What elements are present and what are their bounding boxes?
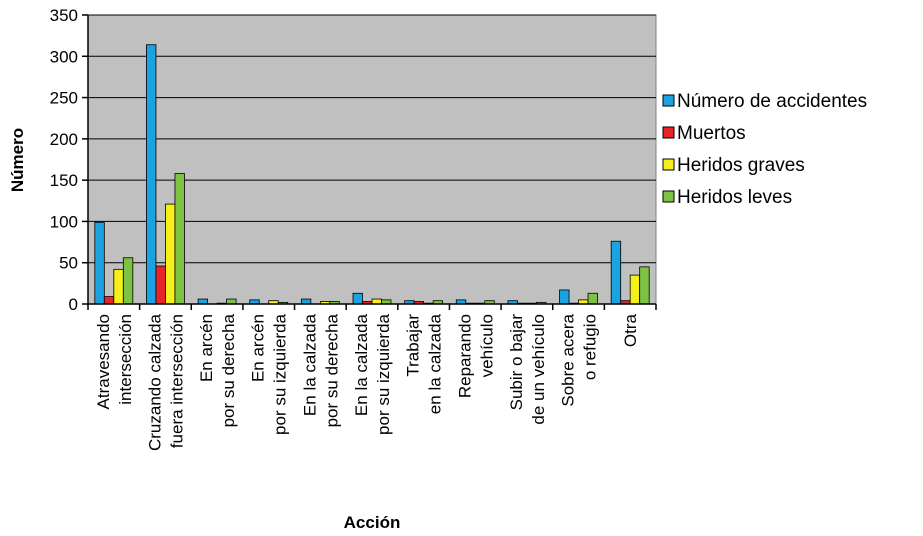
- legend-label: Número de accidentes: [677, 91, 867, 112]
- bar: [113, 268, 124, 305]
- x-category-label: vehículo: [477, 314, 496, 377]
- x-category-label: Cruzando calzada: [145, 313, 164, 451]
- bar: [122, 257, 134, 305]
- x-category-label: En la calzada: [352, 313, 371, 416]
- x-category-label: Subir o bajar: [507, 314, 526, 411]
- x-category-label: En la calzada: [300, 313, 319, 416]
- x-category-label: por su izquierda: [271, 313, 290, 435]
- x-category-label: Sobre acera: [559, 313, 578, 406]
- bar: [103, 296, 115, 305]
- legend: Número de accidentes Muertos Heridos grave…: [662, 91, 867, 208]
- x-category-label: Reparando: [455, 314, 474, 398]
- y-tick-label: 200: [50, 130, 78, 149]
- x-category-label: de un vehículo: [529, 314, 548, 425]
- x-category-label: o refugio: [581, 314, 600, 380]
- bar: [610, 240, 622, 305]
- legend-swatch: [662, 158, 675, 171]
- y-tick-label: 100: [50, 212, 78, 231]
- x-category-label: En arcén: [197, 314, 216, 382]
- x-category-label: En arcén: [249, 314, 268, 382]
- x-category-label: Otra: [621, 313, 640, 347]
- legend-label: Heridos graves: [677, 155, 805, 176]
- bar: [639, 266, 650, 305]
- y-axis-title: Número: [8, 128, 27, 192]
- bar: [559, 289, 570, 305]
- x-category-label: Atravesando: [94, 314, 113, 409]
- x-category-labels: Atravesando intersección Cruzando calzada f…: [87, 304, 657, 451]
- x-category-label: intersección: [116, 314, 135, 405]
- bar: [352, 292, 363, 305]
- y-tick-label: 300: [50, 47, 78, 66]
- x-category-label: fuera intersección: [167, 314, 186, 448]
- x-category-label: Trabajar: [404, 314, 423, 377]
- x-category-label: por su derecha: [219, 313, 238, 427]
- legend-swatch: [662, 126, 675, 139]
- x-category-label: en la calzada: [426, 313, 445, 414]
- x-axis-title: Acción: [344, 513, 401, 532]
- bar: [629, 274, 641, 305]
- y-tick-label: 0: [69, 295, 78, 314]
- y-tick-label: 250: [50, 89, 78, 108]
- legend-swatch: [662, 190, 675, 203]
- x-category-label: por su izquierda: [374, 313, 393, 435]
- bar: [146, 44, 157, 305]
- y-tick-label: 50: [59, 254, 78, 273]
- bar: [94, 221, 105, 305]
- bar: [174, 173, 185, 305]
- legend-label: Heridos leves: [677, 187, 792, 208]
- bar: [155, 265, 166, 305]
- bar: [587, 292, 598, 305]
- legend-label: Muertos: [677, 123, 746, 144]
- x-category-label: por su derecha: [322, 313, 341, 427]
- bar: [165, 203, 176, 305]
- legend-swatch: [662, 94, 675, 107]
- y-tick-label: 150: [50, 171, 78, 190]
- y-tick-label: 350: [50, 6, 78, 25]
- y-ticks: 0 50 100 150 200 250 300 350: [50, 6, 88, 314]
